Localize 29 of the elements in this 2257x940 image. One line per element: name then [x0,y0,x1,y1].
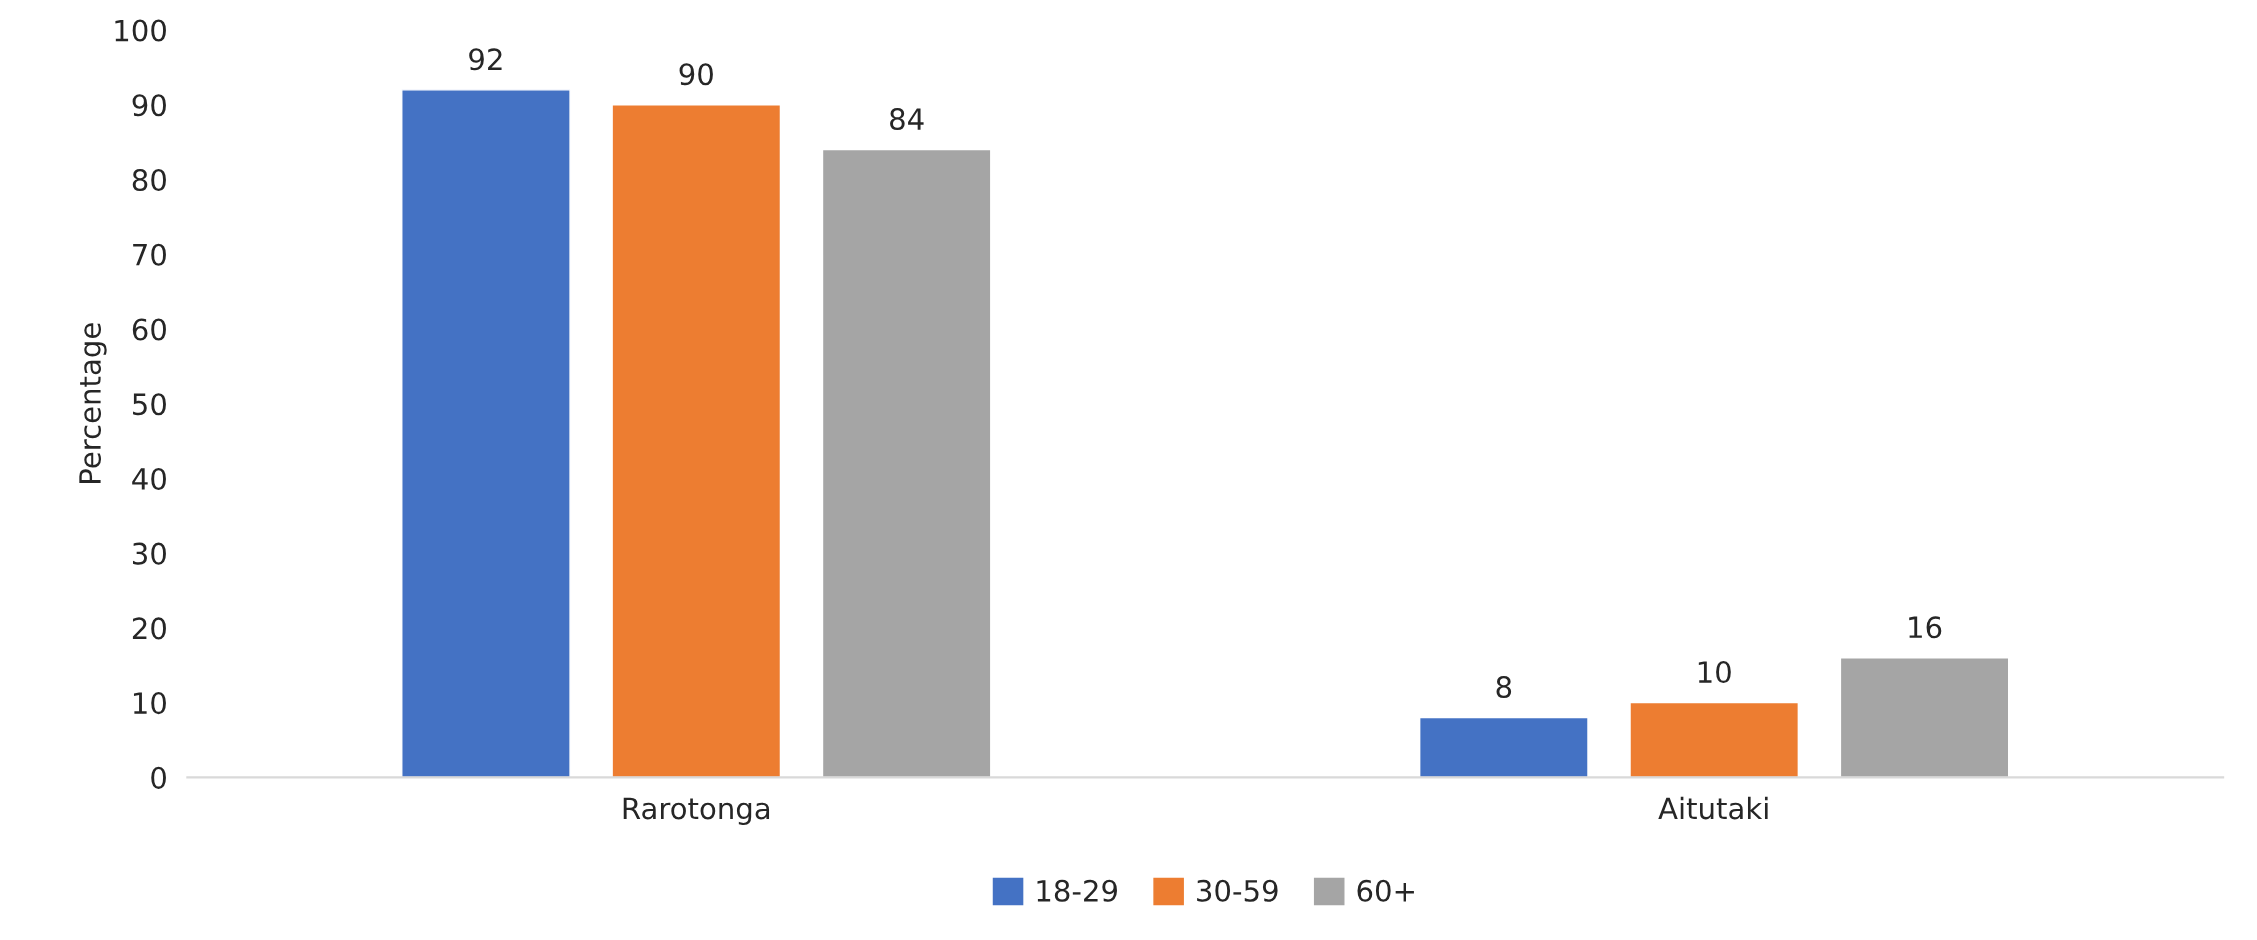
y-tick-label: 60 [132,318,166,341]
bar [1629,701,1800,778]
bar [611,104,782,778]
y-tick-label: 10 [133,692,166,715]
data-label: 84 [890,108,924,131]
legend-label: 60+ [1357,879,1414,902]
y-tick-label: 30 [133,542,166,565]
data-label: 90 [679,63,713,86]
y-tick-label: 70 [133,243,166,266]
legend-label: 30-59 [1197,879,1278,902]
legend-label: 18-29 [1037,879,1117,902]
y-tick-label: 0 [151,766,166,789]
y-axis-title: Percentage [79,323,107,483]
data-label: 10 [1698,661,1731,684]
data-label: 92 [469,48,502,71]
y-tick-label: 20 [132,617,166,640]
y-tick-label: 80 [132,168,166,192]
bar [1418,716,1589,778]
y-tick-label: 50 [133,393,166,416]
bar [1839,657,2010,778]
y-tick-label: 40 [132,467,166,490]
x-tick-label: Aitutaki [1658,796,1768,820]
data-label: 8 [1496,675,1512,699]
bar [401,89,571,778]
y-tick-label: 90 [132,94,166,117]
data-label: 16 [1909,616,1942,639]
y-tick-label: 100 [115,19,166,42]
x-tick-label: Rarotonga [623,797,770,826]
bar [821,148,992,778]
